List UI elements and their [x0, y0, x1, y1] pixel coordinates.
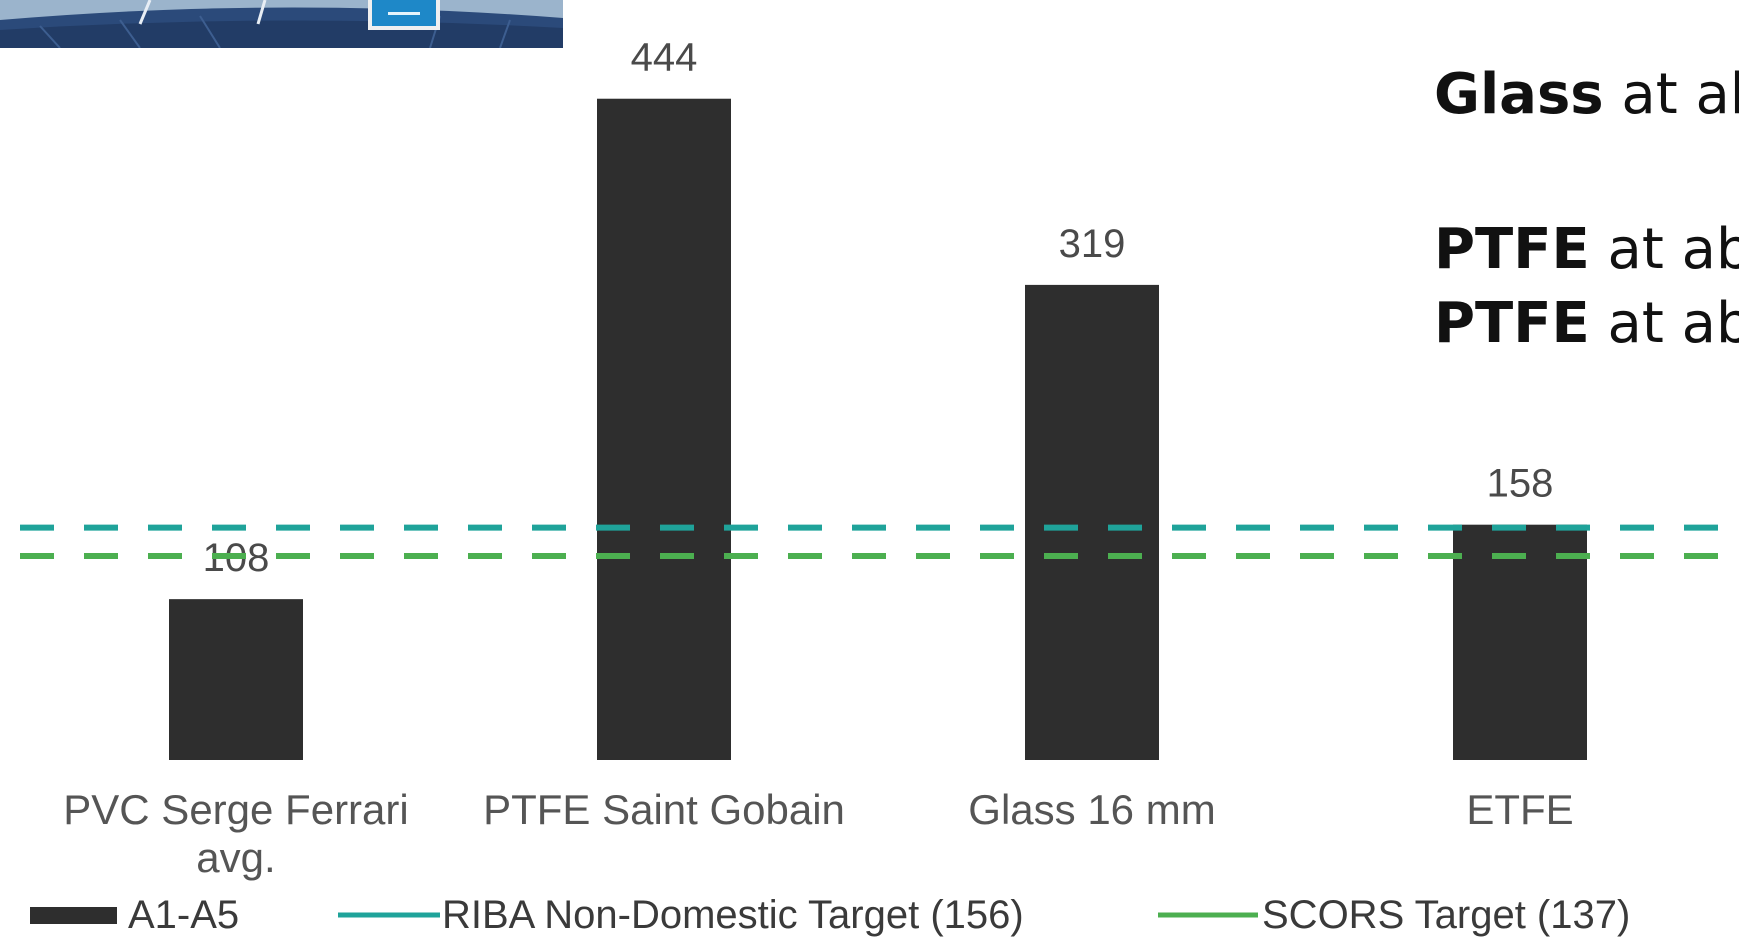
annotation-line-3-bold: PTFE: [1434, 291, 1590, 356]
annotation-line-3: PTFE at ab: [1434, 291, 1739, 356]
category-label-1-line-2: avg.: [196, 834, 275, 881]
side-annotations: Glass at ab PTFE at ab PTFE at ab: [1434, 62, 1739, 356]
legend-riba-label: RIBA Non-Domestic Target (156): [442, 893, 1024, 937]
annotation-line-1: Glass at ab: [1434, 62, 1739, 127]
legend: A1-A5 RIBA Non-Domestic Target (156) SCO…: [30, 893, 1630, 937]
bar-value-label-2: 444: [631, 36, 698, 80]
annotation-line-1-bold: Glass: [1434, 62, 1604, 127]
legend-bar-label: A1-A5: [128, 893, 239, 937]
annotation-line-1-rest: at ab: [1604, 62, 1739, 127]
bar-value-label-4: 158: [1487, 462, 1554, 506]
category-label-1-line-1: PVC Serge Ferrari: [63, 786, 408, 833]
category-label-3: Glass 16 mm: [968, 786, 1215, 833]
stadium-photo: [0, 0, 563, 48]
annotation-line-2-bold: PTFE: [1434, 217, 1590, 282]
category-label-4: ETFE: [1466, 786, 1573, 833]
stadium-photo-graphic: [0, 0, 563, 48]
annotation-line-2-rest: at ab: [1590, 217, 1739, 282]
bar-value-label-3: 319: [1059, 222, 1126, 266]
bar-4: [1453, 524, 1587, 760]
bar-2: [597, 98, 731, 761]
legend-bar-swatch: [30, 907, 117, 924]
annotation-line-3-rest: at ab: [1590, 291, 1739, 356]
bars-layer: [169, 98, 1587, 761]
annotation-line-2: PTFE at ab: [1434, 217, 1739, 282]
reference-lines-layer: [20, 524, 1739, 559]
bar-1: [169, 599, 303, 760]
legend-scors-label: SCORS Target (137): [1262, 893, 1630, 937]
bar-3: [1025, 284, 1159, 760]
category-label-2: PTFE Saint Gobain: [483, 786, 845, 833]
